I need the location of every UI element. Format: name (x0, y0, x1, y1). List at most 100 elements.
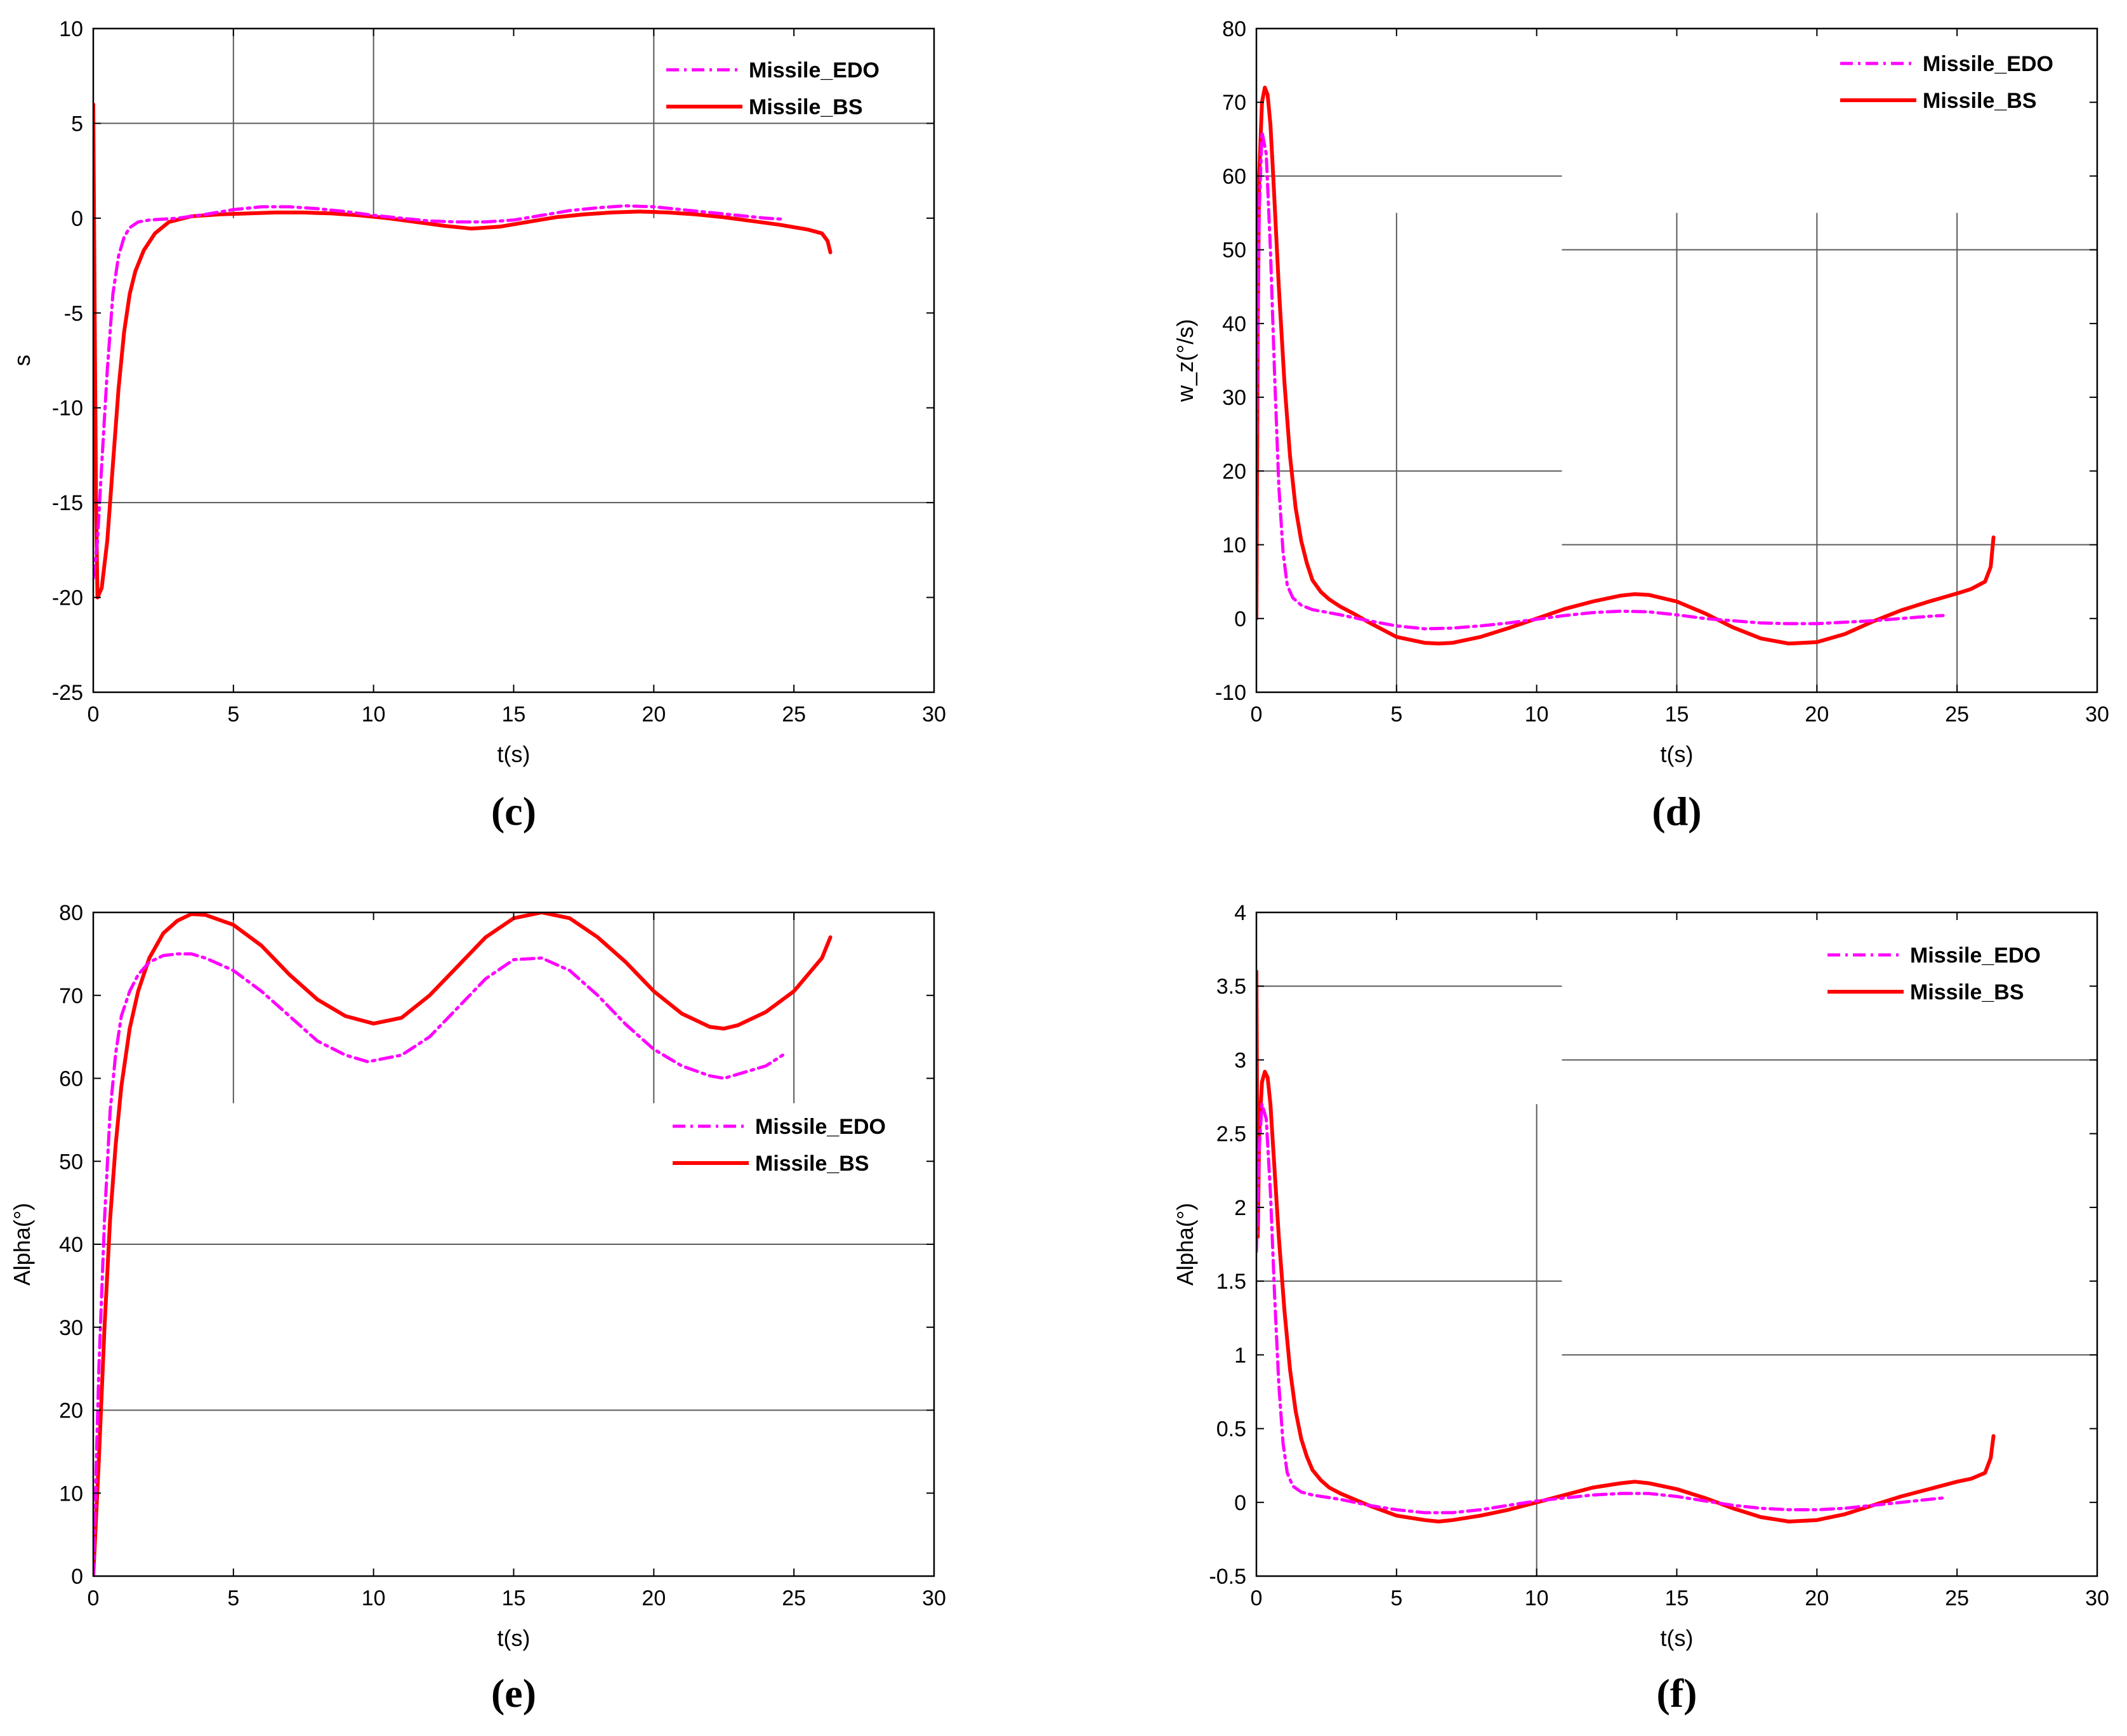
x-axis-label: t(s) (497, 741, 530, 767)
x-tick-label: 15 (502, 1586, 526, 1610)
series-line-missile-bs (1256, 86, 1996, 646)
chart-panel-f: 0 5 10 15 20 25 30-0.500.511.522.533.54t(s)Alp… (1172, 901, 2109, 1716)
series-line-missile-edo (1256, 130, 1945, 631)
legend-label: Missile_EDO (1923, 52, 2053, 76)
legend-label: Missile_EDO (755, 1115, 886, 1139)
x-tick-label: 15 (502, 702, 526, 727)
y-tick-label: 0.5 (1216, 1417, 1246, 1442)
x-tick-label: 25 (782, 702, 806, 727)
y-tick-label: 60 (59, 1067, 83, 1091)
chart-panel-c: 0 5 10 15 20 25 30 -25 -20 -15 -10 -5 0 5 10 t(s) s Missi… (9, 17, 946, 834)
y-tick-label: 5 (71, 112, 83, 136)
x-tick-label: 0 (1251, 1586, 1263, 1610)
y-tick-label: 1.5 (1216, 1270, 1246, 1294)
y-tick-label: 10 (1222, 534, 1246, 558)
series-line-missile-edo (93, 952, 784, 1576)
x-tick-label: 5 (1390, 1586, 1402, 1610)
x-tick-label: 5 (227, 702, 239, 727)
x-tick-label: 25 (1945, 1586, 1969, 1610)
y-tick-label: 10 (59, 1482, 83, 1506)
legend: Missile_EDO Missile_BS (1827, 944, 2041, 1004)
x-tick-label: 15 (1665, 1586, 1689, 1610)
series-group (1256, 86, 1996, 646)
chart-panel-d: 0 5 10 15 20 25 30-1001020304050607080t(s)w_z(… (1172, 17, 2109, 834)
x-tick-label: 5 (227, 1586, 239, 1610)
x-tick-label: 20 (642, 702, 666, 727)
y-tick-label: 2.5 (1216, 1122, 1246, 1147)
y-tick-label: 20 (1222, 459, 1246, 483)
x-tick-label: 10 (1525, 1586, 1549, 1610)
legend: Missile_EDO Missile_BS (666, 58, 879, 119)
panel-label: (c) (491, 789, 536, 834)
y-tick-label: -10 (1215, 681, 1246, 705)
series-group (93, 102, 833, 600)
x-tick-label: 30 (2085, 702, 2109, 727)
y-tick-label: 0 (71, 207, 83, 231)
series-line-missile-bs (93, 912, 833, 1576)
x-axis-label: t(s) (1661, 741, 1694, 767)
legend-label: Missile_BS (755, 1152, 869, 1176)
y-axis-label: w_z(°/s) (1172, 319, 1198, 402)
legend: Missile_EDO Missile_BS (1840, 52, 2053, 113)
plot-frame (1255, 911, 2098, 1577)
x-tick-label: 30 (2085, 1586, 2109, 1610)
legend: Missile_EDO Missile_BS (673, 1115, 886, 1176)
y-tick-label: 50 (59, 1150, 83, 1174)
x-tick-label: 0 (88, 1586, 100, 1610)
y-tick-label: 30 (1222, 386, 1246, 410)
y-tick-label: 30 (59, 1316, 83, 1340)
y-tick-label: -10 (52, 397, 83, 421)
y-axis-label: Alpha(°) (1172, 1203, 1198, 1286)
y-tick-label: -20 (52, 586, 83, 610)
x-tick-label: 30 (922, 1586, 946, 1610)
y-axis-label: Alpha(°) (9, 1203, 35, 1286)
series-line-missile-edo (1256, 1102, 1945, 1515)
plot-frame (92, 27, 935, 694)
y-tick-label: -5 (64, 301, 83, 326)
x-tick-label: 10 (362, 1586, 386, 1610)
legend-label: Missile_EDO (749, 58, 879, 82)
y-tick-label: -0.5 (1209, 1565, 1246, 1589)
panel-label: (e) (491, 1671, 536, 1716)
y-tick-label: 40 (1222, 312, 1246, 336)
y-tick-label: -15 (52, 491, 83, 515)
panel-label: (f) (1657, 1671, 1697, 1716)
y-tick-label: 0 (1234, 1491, 1246, 1515)
x-tick-label: 25 (1945, 702, 1969, 727)
y-tick-label: 20 (59, 1399, 83, 1423)
y-tick-label: 0 (1234, 607, 1246, 631)
x-tick-label: 0 (1251, 702, 1263, 727)
x-tick-label: 5 (1390, 702, 1402, 727)
y-tick-label: 50 (1222, 239, 1246, 263)
panel-label: (d) (1652, 789, 1701, 834)
x-tick-label: 20 (1805, 702, 1829, 727)
y-tick-label: 3 (1234, 1048, 1246, 1072)
y-tick-label: 40 (59, 1233, 83, 1257)
y-tick-label: 0 (71, 1565, 83, 1589)
series-line-missile-bs (93, 102, 833, 600)
x-tick-label: 20 (642, 1586, 666, 1610)
x-tick-label: 20 (1805, 1586, 1829, 1610)
series-group (1256, 970, 1996, 1523)
y-tick-label: -25 (52, 681, 83, 705)
y-tick-label: 10 (59, 17, 83, 41)
y-tick-label: 80 (1222, 17, 1246, 41)
y-tick-label: 1 (1234, 1343, 1246, 1367)
y-tick-label: 70 (59, 984, 83, 1008)
x-tick-label: 30 (922, 702, 946, 727)
series-line-missile-edo (93, 204, 784, 581)
y-tick-label: 70 (1222, 91, 1246, 115)
y-tick-label: 3.5 (1216, 975, 1246, 999)
y-tick-label: 2 (1234, 1196, 1246, 1220)
x-tick-label: 15 (1665, 702, 1689, 727)
x-axis-label: t(s) (497, 1625, 530, 1651)
legend-label: Missile_BS (1910, 980, 2024, 1004)
legend-label: Missile_BS (1923, 89, 2037, 113)
x-axis-label: t(s) (1661, 1625, 1694, 1651)
x-tick-label: 10 (362, 702, 386, 727)
y-tick-label: 4 (1234, 901, 1246, 925)
series-group (93, 912, 833, 1576)
x-tick-label: 0 (88, 702, 100, 727)
y-tick-label: 60 (1222, 164, 1246, 188)
